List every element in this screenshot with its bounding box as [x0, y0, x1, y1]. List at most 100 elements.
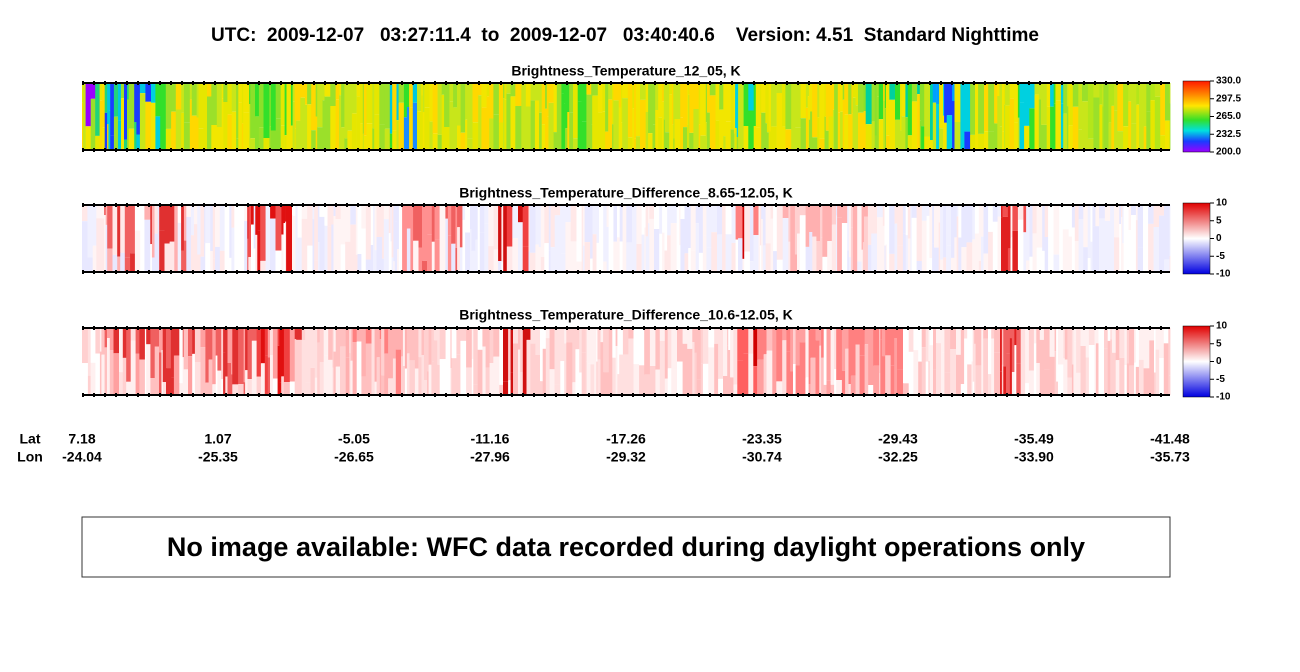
- image-stripe: [682, 343, 688, 395]
- image-stripe: [231, 111, 237, 150]
- image-stripe: [292, 215, 296, 272]
- image-stripe: [392, 328, 397, 359]
- image-stripe: [822, 205, 828, 257]
- lat-tick-label: -35.49: [1014, 431, 1054, 447]
- image-stripe: [572, 382, 576, 395]
- image-stripe: [1050, 83, 1055, 107]
- colorbar-label: 5: [1216, 215, 1222, 226]
- image-stripe: [582, 205, 585, 246]
- image-stripe: [503, 83, 505, 99]
- image-stripe: [702, 363, 709, 395]
- image-stripe: [1064, 359, 1068, 395]
- image-stripe: [671, 328, 678, 370]
- image-stripe: [662, 232, 665, 272]
- lon-label: Lon: [17, 449, 43, 465]
- image-stripe: [183, 122, 191, 150]
- image-stripe: [821, 328, 825, 358]
- image-stripe: [1098, 328, 1105, 362]
- image-stripe: [758, 246, 761, 272]
- image-stripe: [1038, 83, 1042, 100]
- image-stripe: [988, 205, 994, 232]
- image-stripe: [330, 83, 336, 106]
- image-stripe: [445, 205, 449, 219]
- image-stripe: [988, 374, 992, 395]
- image-stripe: [662, 205, 665, 233]
- image-stripe: [877, 205, 884, 218]
- image-stripe: [197, 254, 201, 272]
- image-stripe: [689, 83, 694, 133]
- image-stripe: [503, 260, 508, 272]
- image-stripe: [374, 83, 380, 115]
- image-stripe: [260, 260, 266, 272]
- image-stripe: [150, 244, 153, 272]
- image-stripe: [805, 328, 809, 378]
- image-stripe: [919, 83, 922, 121]
- image-stripe: [1112, 352, 1117, 395]
- image-stripe: [406, 107, 410, 150]
- image-stripe: [992, 205, 998, 222]
- image-stripe: [365, 343, 372, 395]
- image-stripe: [1114, 110, 1118, 150]
- image-stripe: [412, 102, 418, 150]
- image-stripe: [402, 366, 406, 395]
- image-stripe: [530, 343, 536, 395]
- image-stripe: [548, 250, 551, 272]
- image-stripe: [243, 328, 246, 383]
- image-stripe: [541, 83, 546, 125]
- image-stripe: [340, 205, 346, 245]
- image-stripe: [1044, 237, 1049, 272]
- image-stripe: [1043, 328, 1050, 370]
- image-stripe: [335, 366, 341, 395]
- image-stripe: [484, 223, 489, 272]
- image-stripe: [994, 328, 1001, 353]
- image-stripe: [493, 328, 500, 357]
- image-stripe: [738, 238, 743, 272]
- image-stripe: [510, 96, 516, 150]
- image-stripe: [433, 328, 438, 341]
- image-stripe: [545, 108, 548, 150]
- image-stripe: [1058, 364, 1064, 395]
- image-stripe: [264, 328, 269, 356]
- image-stripe: [389, 83, 393, 134]
- image-stripe: [250, 83, 256, 139]
- image-stripe: [975, 328, 982, 366]
- image-stripe: [241, 123, 244, 150]
- image-stripe: [301, 218, 308, 272]
- image-stripe: [640, 83, 647, 100]
- image-stripe: [897, 328, 904, 370]
- image-stripe: [1053, 83, 1056, 104]
- image-stripe: [296, 328, 303, 340]
- image-stripe: [1128, 101, 1132, 150]
- image-stripe: [828, 116, 834, 150]
- image-stripe: [211, 83, 218, 125]
- image-stripe: [810, 83, 813, 112]
- image-stripe: [728, 328, 731, 350]
- image-stripe: [512, 238, 519, 272]
- image-stripe: [1121, 205, 1123, 218]
- image-stripe: [394, 205, 398, 222]
- image-stripe: [1143, 83, 1147, 127]
- image-stripe: [350, 205, 357, 225]
- image-stripe: [212, 205, 216, 259]
- image-stripe: [758, 205, 761, 247]
- image-stripe: [1019, 83, 1025, 103]
- image-stripe: [388, 378, 394, 395]
- image-stripe: [932, 102, 937, 150]
- image-stripe: [526, 328, 531, 340]
- image-stripe: [1029, 108, 1035, 150]
- image-stripe: [782, 205, 789, 219]
- image-stripe: [445, 372, 451, 395]
- image-stripe: [333, 205, 336, 216]
- image-stripe: [864, 328, 869, 345]
- image-stripe: [134, 122, 137, 150]
- image-stripe: [824, 83, 827, 117]
- image-stripe: [1087, 205, 1091, 258]
- image-stripe: [166, 328, 172, 369]
- image-stripe: [428, 364, 432, 395]
- image-stripe: [753, 126, 757, 150]
- image-stripe: [626, 205, 633, 243]
- image-stripe: [999, 83, 1003, 127]
- image-stripe: [808, 119, 811, 150]
- image-stripe: [1036, 363, 1041, 395]
- image-stripe: [1020, 383, 1026, 395]
